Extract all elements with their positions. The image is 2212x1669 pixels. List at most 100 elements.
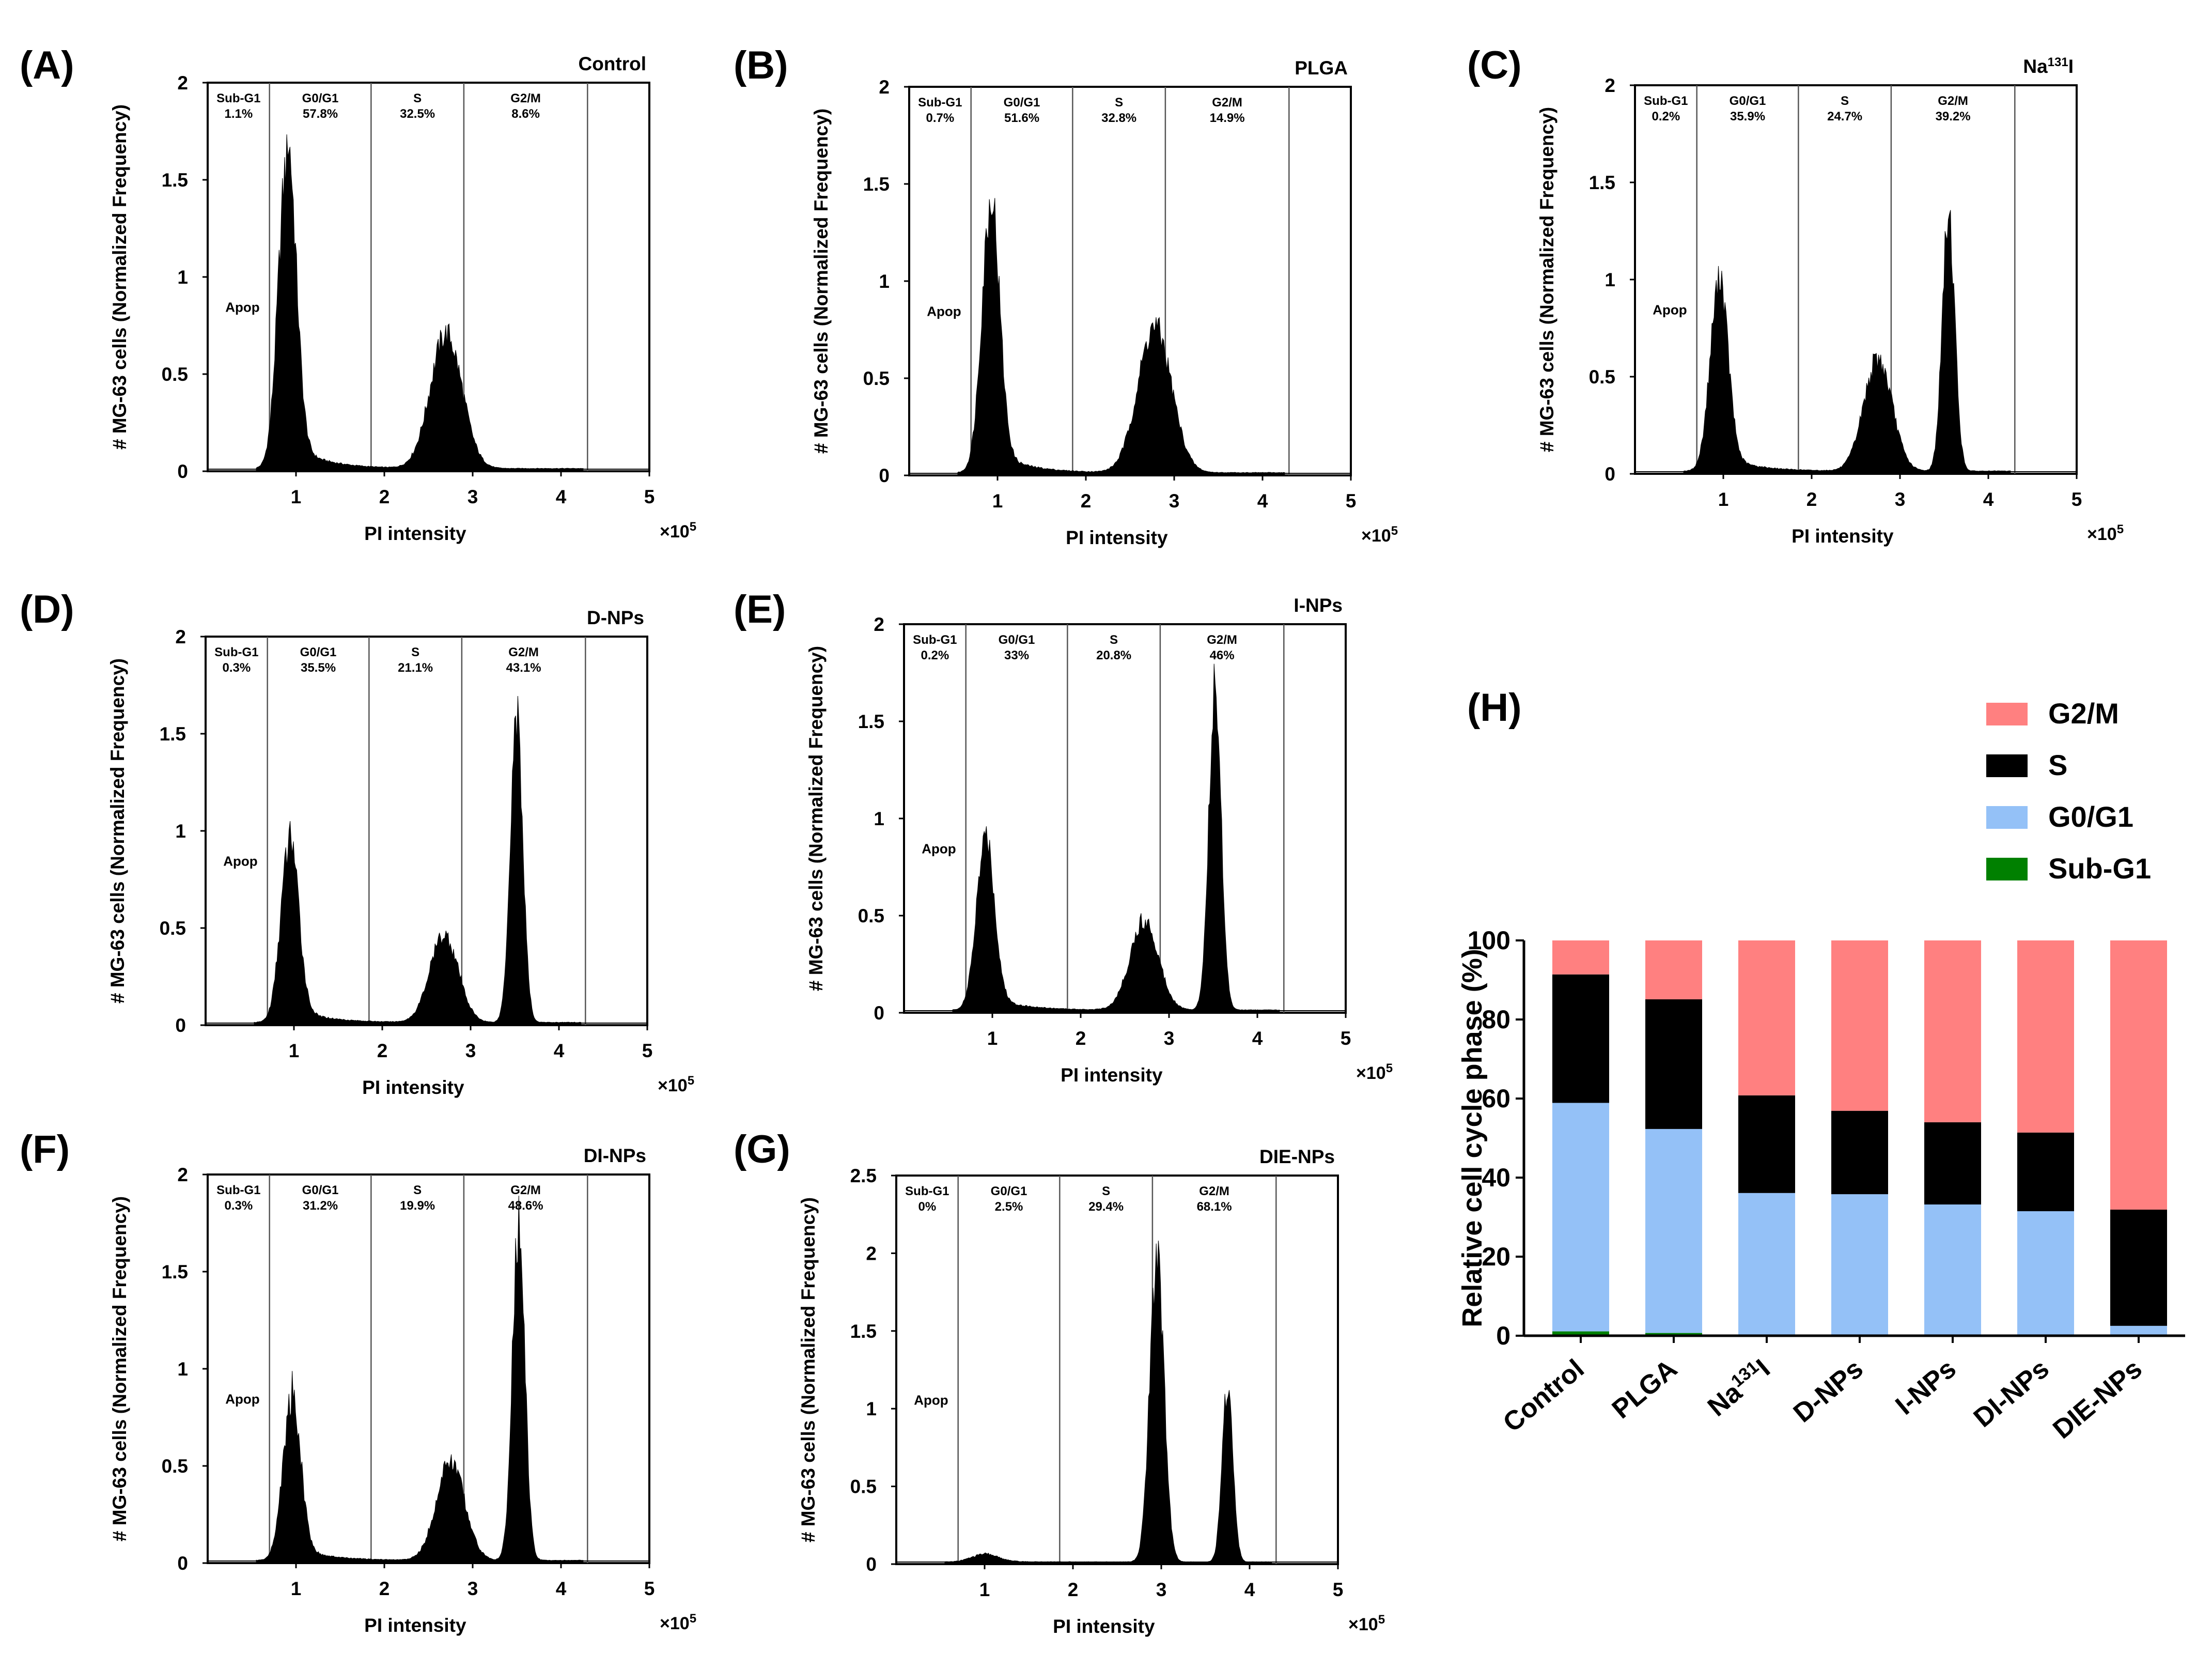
x-tick-label-0: 1 bbox=[289, 1040, 300, 1061]
bar-2-g0-g1 bbox=[1738, 1193, 1795, 1335]
y-tick-label-3: 60 bbox=[1482, 1084, 1510, 1113]
x-axis-multiplier: ×105 bbox=[1348, 1613, 1385, 1635]
phase-name-1: G0/G1 bbox=[1730, 94, 1766, 108]
x-tick-label-3: 4 bbox=[556, 1578, 567, 1599]
phase-name-2: S bbox=[1110, 633, 1118, 647]
y-tick-label-3: 1.5 bbox=[1589, 172, 1615, 193]
x-tick-label-2: 3 bbox=[1895, 489, 1906, 510]
panel-label: (A) bbox=[20, 43, 74, 87]
y-tick-label-0: 0 bbox=[1496, 1321, 1510, 1350]
bar-1-g0-g1 bbox=[1645, 1129, 1702, 1333]
x-tick-label-1: 2 bbox=[379, 486, 390, 507]
phase-percent-2: 20.8% bbox=[1096, 648, 1131, 662]
phase-percent-0: 0.3% bbox=[224, 1199, 253, 1213]
plot-frame bbox=[205, 636, 648, 1026]
bar-2-s bbox=[1738, 1095, 1795, 1193]
category-label-2: Na131I bbox=[1701, 1352, 1776, 1422]
panel-label: (B) bbox=[734, 43, 788, 87]
apop-label: Apop bbox=[225, 300, 259, 315]
phase-percent-3: 43.1% bbox=[506, 661, 541, 675]
y-tick-label-5: 100 bbox=[1468, 926, 1510, 955]
category-label-4: I-NPs bbox=[1890, 1354, 1962, 1421]
x-axis-exponent: 5 bbox=[690, 1612, 696, 1626]
x-axis-exponent: 5 bbox=[1391, 524, 1398, 538]
phase-percent-2: 19.9% bbox=[400, 1199, 435, 1213]
panel-title: DI-NPs bbox=[584, 1145, 646, 1166]
y-tick-label-2: 40 bbox=[1482, 1163, 1510, 1192]
y-tick-label-0: 0 bbox=[874, 1002, 884, 1024]
bar-3-s bbox=[1831, 1110, 1888, 1195]
phase-percent-3: 48.6% bbox=[508, 1199, 543, 1213]
bar-4-s bbox=[1924, 1122, 1981, 1205]
y-tick-label-4: 2 bbox=[177, 72, 188, 94]
panel-label: (F) bbox=[20, 1127, 70, 1171]
phase-percent-1: 31.2% bbox=[303, 1199, 338, 1213]
panel-title: I-NPs bbox=[1294, 595, 1343, 616]
phase-name-2: S bbox=[413, 1183, 422, 1197]
y-tick-label-3: 1.5 bbox=[850, 1321, 877, 1342]
plot-frame bbox=[207, 1173, 650, 1564]
bar-3-g0-g1 bbox=[1831, 1194, 1888, 1335]
panel-title-tail: I bbox=[2068, 56, 2074, 77]
x-axis-label: PI intensity bbox=[1061, 1064, 1163, 1086]
phase-name-3: G2/M bbox=[1212, 96, 1242, 110]
bar-4-g2-m bbox=[1924, 940, 1981, 1122]
phase-name-3: G2/M bbox=[1938, 94, 1968, 108]
phase-name-0: Sub-G1 bbox=[216, 1183, 260, 1197]
bar-6-s bbox=[2110, 1209, 2167, 1326]
x-tick-label-2: 3 bbox=[468, 1578, 478, 1599]
x-tick-label-4: 5 bbox=[642, 1040, 653, 1061]
x-axis-exponent: 5 bbox=[1378, 1613, 1385, 1627]
y-tick-label-3: 1.5 bbox=[162, 169, 188, 191]
bar-0-g0-g1 bbox=[1552, 1103, 1609, 1332]
y-tick-label-2: 1 bbox=[866, 1398, 877, 1419]
apop-label: Apop bbox=[914, 1393, 948, 1408]
panel-title: DIE-NPs bbox=[1259, 1146, 1335, 1167]
stacked-bar-panel: (H) Control PLGA Na131I D-NPs I-NPs DI-NPsDIE-… bbox=[1457, 686, 2185, 1445]
y-axis-label: # MG-63 cells (Normalized Frequency) bbox=[1536, 107, 1557, 452]
y-tick-label-0: 0 bbox=[175, 1015, 186, 1036]
x-tick-label-1: 2 bbox=[1076, 1028, 1086, 1049]
category-label-5: DI-NPs bbox=[1968, 1354, 2055, 1433]
phase-percent-1: 51.6% bbox=[1004, 111, 1039, 125]
x-tick-label-0: 1 bbox=[992, 490, 1003, 512]
y-tick-label-0: 0 bbox=[879, 465, 890, 486]
x-axis-multiplier: ×105 bbox=[1361, 524, 1398, 546]
legend-swatch-3 bbox=[1986, 858, 2028, 880]
phase-percent-2: 29.4% bbox=[1088, 1200, 1124, 1214]
x-tick-label-1: 2 bbox=[1068, 1579, 1079, 1600]
phase-percent-0: 0.7% bbox=[926, 111, 954, 125]
y-tick-label-2: 1 bbox=[1605, 269, 1615, 290]
y-tick-label-1: 0.5 bbox=[1589, 366, 1615, 388]
panel-title-sup: 131 bbox=[2048, 55, 2068, 69]
panel-title: D-NPs bbox=[587, 607, 644, 628]
panel-label: (E) bbox=[734, 588, 786, 631]
phase-percent-2: 21.1% bbox=[398, 661, 433, 675]
panel-title: Control bbox=[578, 53, 646, 74]
category-label-1: PLGA bbox=[1607, 1354, 1683, 1425]
x-tick-label-2: 3 bbox=[465, 1040, 476, 1061]
y-tick-label-0: 0 bbox=[177, 461, 188, 482]
plot-frame bbox=[903, 623, 1347, 1014]
x-tick-label-4: 5 bbox=[2071, 489, 2082, 510]
bar-1-g2-m bbox=[1645, 940, 1702, 999]
histogram-body bbox=[1683, 210, 2011, 474]
x-axis-label: PI intensity bbox=[1053, 1616, 1155, 1637]
x-tick-label-4: 5 bbox=[1346, 490, 1357, 512]
y-tick-label-4: 2 bbox=[879, 76, 890, 98]
y-tick-label-1: 0.5 bbox=[160, 918, 186, 939]
y-tick-label-1: 0.5 bbox=[863, 368, 890, 389]
x-tick-label-3: 4 bbox=[556, 486, 567, 507]
histogram-panel-5: (F) DI-NPs Sub-G1 0.3% G0/G1 31.2% S 19.9% G2/M 4… bbox=[20, 1127, 696, 1636]
phase-percent-1: 33% bbox=[1004, 648, 1029, 662]
bar-0-s bbox=[1552, 974, 1609, 1103]
legend-swatch-0 bbox=[1986, 703, 2028, 725]
y-tick-label-4: 2 bbox=[1605, 75, 1615, 96]
x-tick-label-4: 5 bbox=[644, 486, 655, 507]
y-tick-label-3: 1.5 bbox=[160, 723, 186, 745]
legend-label-1: S bbox=[2048, 749, 2067, 781]
x-tick-label-1: 2 bbox=[1806, 489, 1817, 510]
legend-label-3: Sub-G1 bbox=[2048, 852, 2151, 885]
